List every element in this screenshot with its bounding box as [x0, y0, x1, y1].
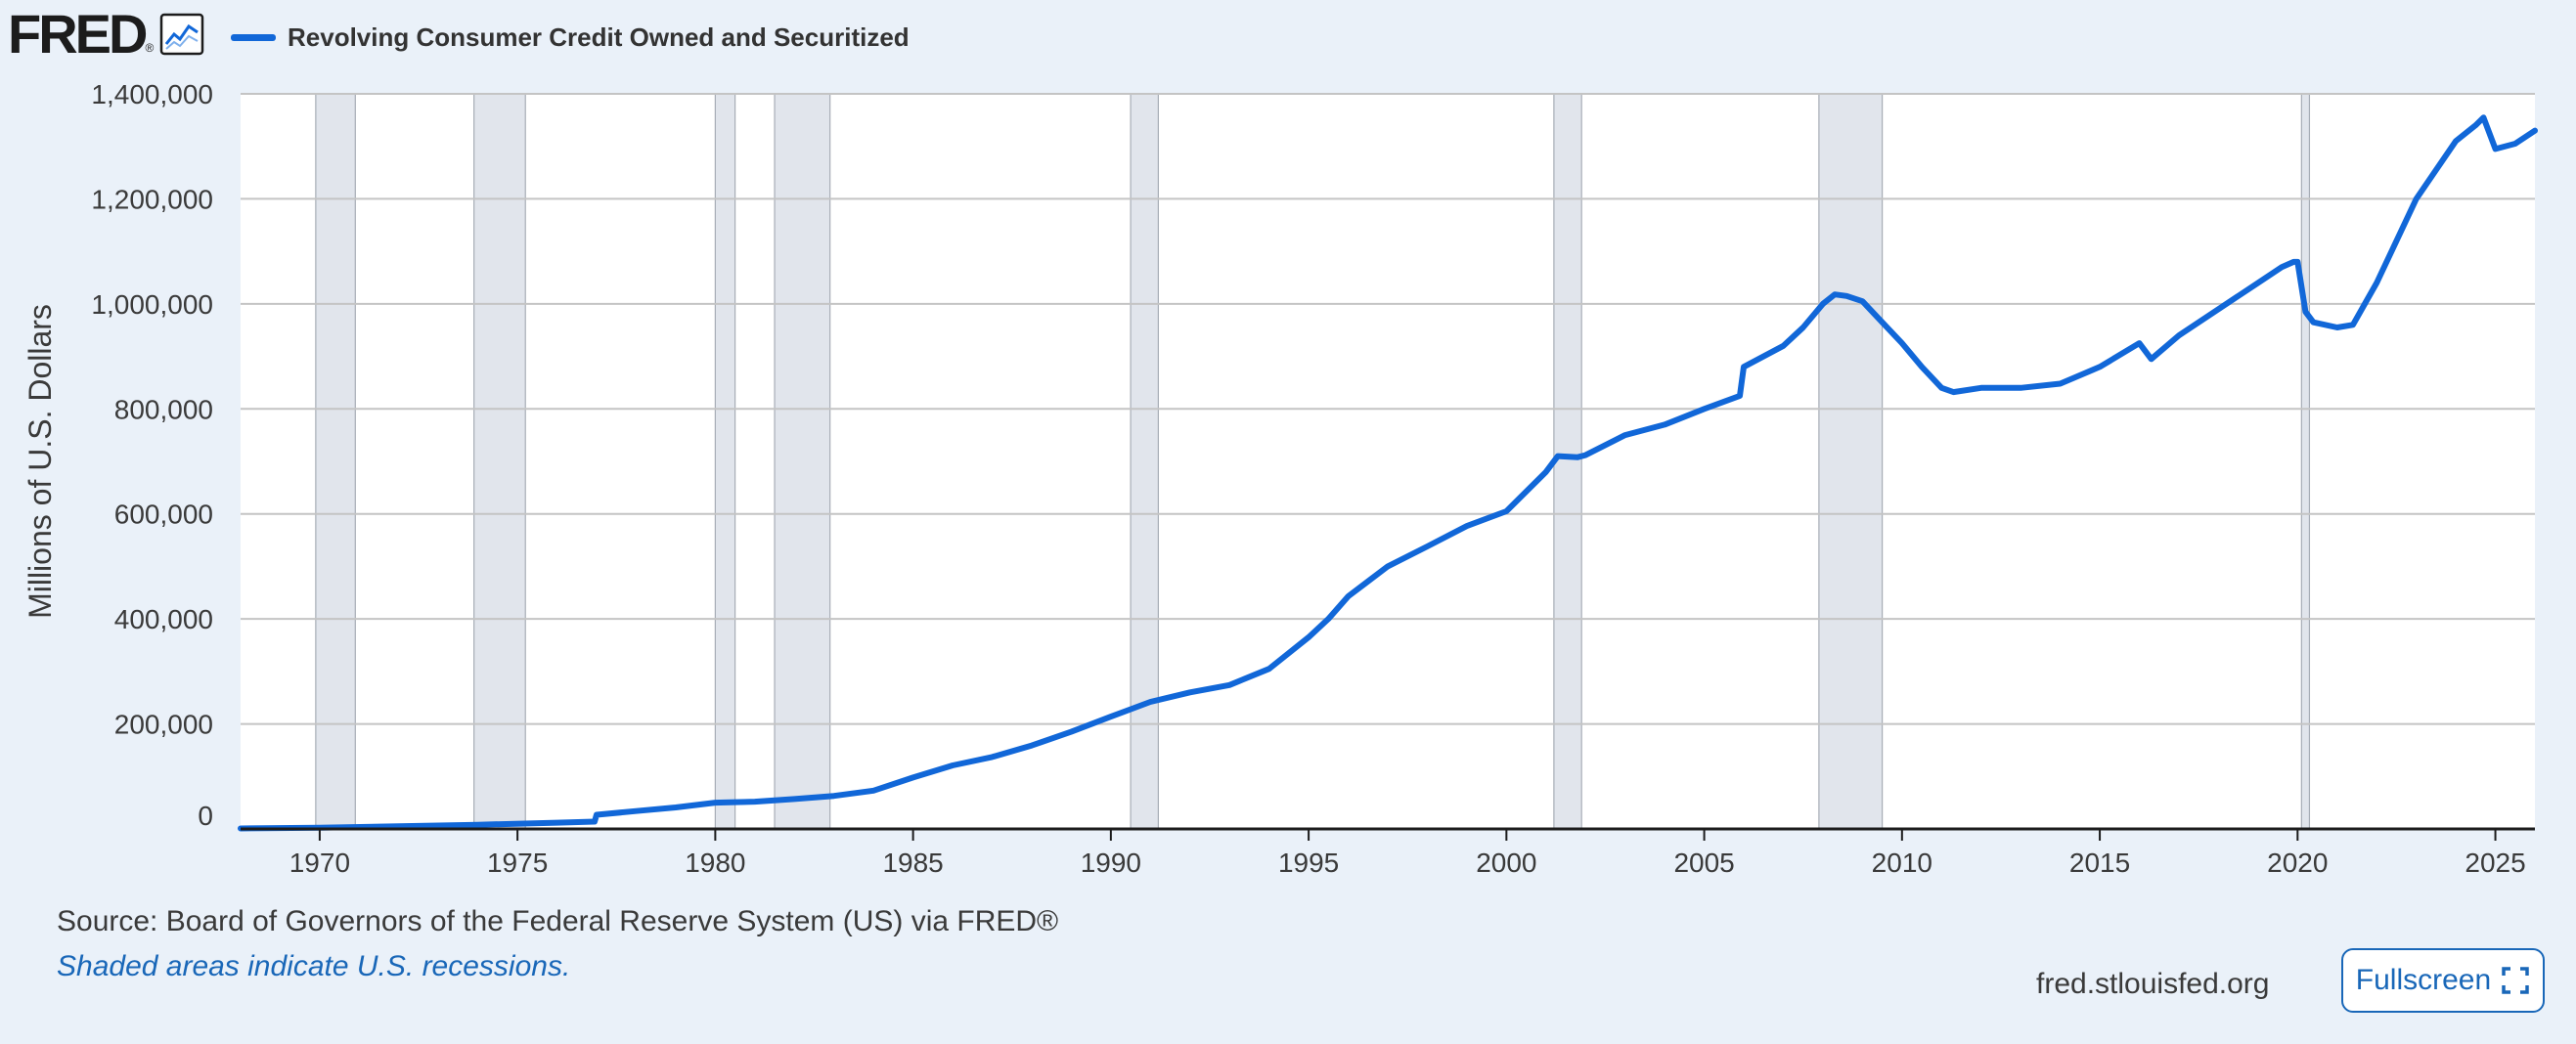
- legend-series-swatch: [231, 33, 276, 41]
- fullscreen-button[interactable]: Fullscreen: [2341, 948, 2545, 1013]
- x-tick-label: 2020: [2267, 848, 2328, 878]
- series-layer: [238, 114, 2538, 832]
- fred-logo[interactable]: FRED ®: [8, 6, 204, 63]
- x-tick-label: 1975: [487, 848, 548, 878]
- fred-graph-icon: [160, 13, 204, 56]
- fred-logo-text: FRED: [8, 3, 148, 65]
- chart-header: FRED ® Revolving Consumer Credit Owned a…: [0, 0, 2576, 78]
- site-link[interactable]: fred.stlouisfed.org: [2036, 968, 2270, 1000]
- x-tick-label: 2025: [2465, 848, 2525, 878]
- gridlines-layer: [241, 93, 2535, 725]
- recession-note: Shaded areas indicate U.S. recessions.: [57, 950, 571, 982]
- y-axis-ticks: 0 200,000 400,000 600,000 800,000 1,000,000 1,…: [91, 79, 213, 831]
- recession-band-8: [2300, 93, 2311, 830]
- recession-band-1: [315, 93, 356, 830]
- y-tick-label: 200,000: [114, 710, 213, 740]
- source-credit: Source: Board of Governors of the Federa…: [57, 905, 1059, 937]
- y-tick-label: 1,200,000: [91, 184, 213, 214]
- y-tick-label: 1,000,000: [91, 289, 213, 320]
- x-tick-label: 1995: [1278, 848, 1339, 878]
- chart-legend: Revolving Consumer Credit Owned and Secu…: [231, 18, 910, 57]
- recession-band-2: [473, 93, 526, 830]
- legend-series-label: Revolving Consumer Credit Owned and Secu…: [288, 22, 910, 52]
- recession-band-4: [774, 93, 831, 830]
- recession-band-7: [1818, 93, 1884, 830]
- x-tick-label: 1985: [882, 848, 943, 878]
- line-chart: 0 200,000 400,000 600,000 800,000 1,000,000 1,…: [22, 79, 2538, 878]
- x-tick-label: 2005: [1673, 848, 1734, 878]
- recession-band-3: [714, 93, 736, 830]
- y-tick-label: 800,000: [114, 394, 213, 424]
- recession-band-6: [1553, 93, 1582, 830]
- y-tick-label: 0: [198, 801, 213, 831]
- fullscreen-label: Fullscreen: [2355, 964, 2492, 996]
- recession-band-5: [1130, 93, 1159, 830]
- x-tick-label: 1980: [685, 848, 745, 878]
- x-tick-label: 1970: [289, 848, 350, 878]
- series-line-1[interactable]: [238, 114, 2538, 832]
- y-axis-title: Millions of U.S. Dollars: [22, 304, 58, 619]
- x-tick-label: 1990: [1081, 848, 1141, 878]
- y-tick-label: 1,400,000: [91, 79, 213, 109]
- y-tick-label: 600,000: [114, 500, 213, 530]
- plot-area: [241, 94, 2535, 829]
- x-axis-ticks: 1970 1975 1980 1985 1990 1995 2000 2005 2010 2015…: [289, 829, 2526, 878]
- x-tick-label: 2010: [1872, 848, 1932, 878]
- y-tick-label: 400,000: [114, 604, 213, 634]
- x-tick-label: 2000: [1476, 848, 1536, 878]
- fred-logo-registered-mark: ®: [145, 41, 155, 55]
- x-tick-label: 2015: [2069, 848, 2130, 878]
- fullscreen-icon: [2502, 967, 2529, 994]
